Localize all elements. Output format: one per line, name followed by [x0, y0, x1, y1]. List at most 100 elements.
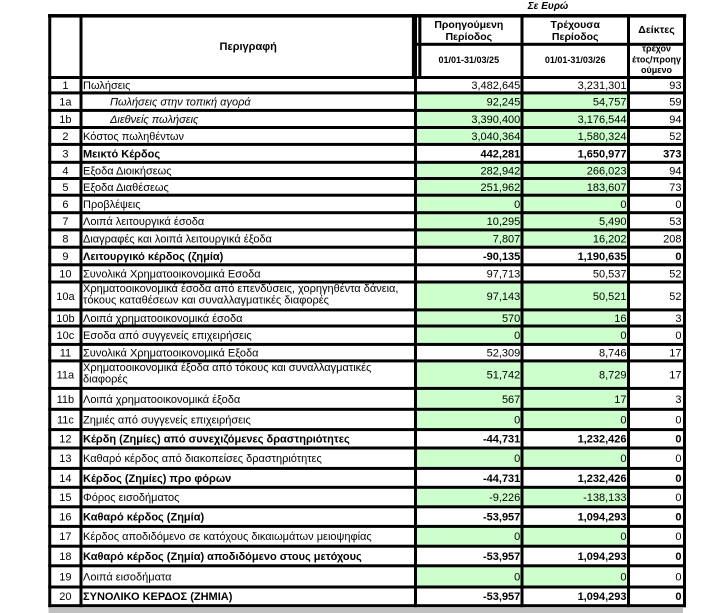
svg-text:16: 16 [59, 512, 71, 524]
svg-text:6: 6 [62, 199, 68, 211]
svg-text:93: 93 [669, 80, 681, 92]
svg-text:3,176,544: 3,176,544 [578, 114, 627, 126]
svg-text:0: 0 [675, 414, 681, 426]
svg-text:52: 52 [669, 131, 681, 143]
svg-text:570: 570 [502, 313, 520, 325]
svg-text:Χρηματοοικονομικά έσοδα από επ: Χρηματοοικονομικά έσοδα από επενδύσεις, … [83, 283, 398, 295]
svg-text:0: 0 [675, 199, 681, 211]
svg-text:Καθαρό κέρδος από διακοπείσες: Καθαρό κέρδος από διακοπείσες δραστηριότ… [83, 453, 322, 465]
svg-text:4: 4 [62, 165, 68, 177]
svg-text:0: 0 [675, 512, 681, 524]
svg-text:92,245: 92,245 [487, 97, 521, 109]
svg-text:-90,135: -90,135 [483, 251, 520, 263]
svg-text:0: 0 [675, 434, 681, 446]
svg-text:1b: 1b [59, 114, 71, 126]
svg-text:0: 0 [675, 473, 681, 485]
svg-text:1,190,635: 1,190,635 [578, 251, 627, 263]
svg-text:0: 0 [514, 414, 520, 426]
svg-text:1: 1 [62, 80, 68, 92]
svg-text:1,094,293: 1,094,293 [578, 551, 627, 563]
svg-text:Περίοδος: Περίοδος [552, 31, 599, 43]
svg-text:Λοιπά εισοδήματα: Λοιπά εισοδήματα [83, 571, 172, 583]
svg-text:Κέρδη (Ζημίες) από συνεχιζόμεν: Κέρδη (Ζημίες) από συνεχιζόμενες δραστηρ… [83, 434, 350, 446]
svg-text:0: 0 [514, 330, 520, 342]
svg-text:15: 15 [59, 492, 71, 504]
svg-text:0: 0 [675, 453, 681, 465]
svg-text:Σε Ευρώ: Σε Ευρώ [527, 1, 569, 12]
svg-text:διαφορές: διαφορές [83, 374, 128, 386]
svg-text:10b: 10b [56, 313, 74, 325]
svg-text:Μεικτό Κέρδος: Μεικτό Κέρδος [83, 148, 160, 160]
svg-text:1a: 1a [59, 97, 72, 109]
svg-text:0: 0 [620, 199, 626, 211]
svg-text:50,521: 50,521 [593, 291, 627, 303]
svg-text:Τρέχουσα: Τρέχουσα [550, 19, 600, 31]
svg-text:-44,731: -44,731 [483, 473, 520, 485]
svg-text:17: 17 [59, 531, 71, 543]
svg-text:11c: 11c [57, 414, 74, 426]
svg-text:20: 20 [59, 591, 71, 603]
svg-text:έτος/προηγ: έτος/προηγ [632, 54, 681, 64]
svg-text:5: 5 [62, 182, 68, 194]
svg-text:0: 0 [620, 571, 626, 583]
svg-text:0: 0 [514, 531, 520, 543]
svg-text:ούμενο: ούμενο [641, 65, 673, 75]
svg-text:Πωλήσεις: Πωλήσεις [83, 80, 130, 92]
svg-text:Κέρδος (Ζημίες) προ φόρων: Κέρδος (Ζημίες) προ φόρων [83, 473, 231, 485]
svg-text:Κόστος πωληθέντων: Κόστος πωληθέντων [83, 131, 185, 143]
svg-text:17: 17 [669, 370, 681, 382]
svg-text:8,746: 8,746 [599, 348, 627, 360]
svg-text:251,962: 251,962 [481, 182, 521, 194]
svg-text:Προηγούμενη: Προηγούμενη [434, 19, 503, 31]
svg-text:18: 18 [59, 551, 71, 563]
svg-text:3: 3 [675, 394, 681, 406]
svg-text:8,729: 8,729 [599, 370, 627, 382]
svg-text:-53,957: -53,957 [483, 512, 520, 524]
svg-text:Εσοδα από συγγενείς επιχειρήσε: Εσοδα από συγγενείς επιχειρήσεις [83, 330, 252, 342]
svg-text:Ζημιές από συγγενείς επιχειρήσ: Ζημιές από συγγενείς επιχειρήσεις [83, 414, 251, 426]
svg-text:3,040,364: 3,040,364 [471, 131, 520, 143]
svg-text:1,232,426: 1,232,426 [578, 434, 627, 446]
svg-text:3: 3 [675, 313, 681, 325]
svg-text:0: 0 [675, 330, 681, 342]
svg-text:τρέχον: τρέχον [642, 44, 671, 54]
svg-text:52: 52 [669, 291, 681, 303]
svg-text:208: 208 [663, 234, 681, 246]
svg-text:11b: 11b [57, 394, 75, 406]
svg-text:11: 11 [60, 348, 71, 360]
svg-text:Λειτουργικό κέρδος (ζημία): Λειτουργικό κέρδος (ζημία) [83, 251, 224, 263]
svg-text:266,023: 266,023 [587, 165, 627, 177]
svg-text:14: 14 [59, 473, 71, 485]
svg-text:0: 0 [675, 571, 681, 583]
svg-text:59: 59 [669, 97, 681, 109]
svg-text:3,390,400: 3,390,400 [471, 114, 520, 126]
svg-text:Πωλήσεις στην τοπική αγορά: Πωλήσεις στην τοπική αγορά [110, 97, 251, 109]
svg-text:9: 9 [62, 251, 68, 263]
svg-text:Κέρδος αποδιδόμενο σε κατόχους: Κέρδος αποδιδόμενο σε κατόχους δικαιωμάτ… [83, 531, 372, 543]
svg-text:-9,226: -9,226 [489, 492, 520, 504]
svg-text:Λοιπά λειτουργικά έσοδα: Λοιπά λειτουργικά έσοδα [83, 216, 205, 228]
svg-text:0: 0 [675, 531, 681, 543]
svg-text:7,807: 7,807 [493, 234, 521, 246]
svg-text:50,537: 50,537 [593, 268, 627, 280]
svg-text:0: 0 [514, 571, 520, 583]
svg-text:0: 0 [620, 330, 626, 342]
svg-text:Περίοδος: Περίοδος [445, 31, 492, 43]
svg-text:Εξοδα Διοικήσεως: Εξοδα Διοικήσεως [83, 165, 172, 177]
svg-text:12: 12 [59, 434, 71, 446]
svg-text:-53,957: -53,957 [483, 591, 520, 603]
svg-text:1,094,293: 1,094,293 [578, 591, 627, 603]
svg-text:94: 94 [669, 114, 681, 126]
svg-text:97,713: 97,713 [487, 268, 521, 280]
svg-text:373: 373 [663, 148, 681, 160]
svg-text:5,490: 5,490 [599, 216, 627, 228]
svg-text:1,232,426: 1,232,426 [578, 473, 627, 485]
svg-text:7: 7 [62, 216, 68, 228]
svg-text:0: 0 [620, 531, 626, 543]
svg-text:0: 0 [675, 251, 681, 263]
svg-text:2: 2 [62, 131, 68, 143]
svg-text:8: 8 [62, 234, 68, 246]
svg-text:16,202: 16,202 [593, 234, 627, 246]
svg-text:-44,731: -44,731 [483, 434, 520, 446]
svg-text:10,295: 10,295 [487, 216, 521, 228]
